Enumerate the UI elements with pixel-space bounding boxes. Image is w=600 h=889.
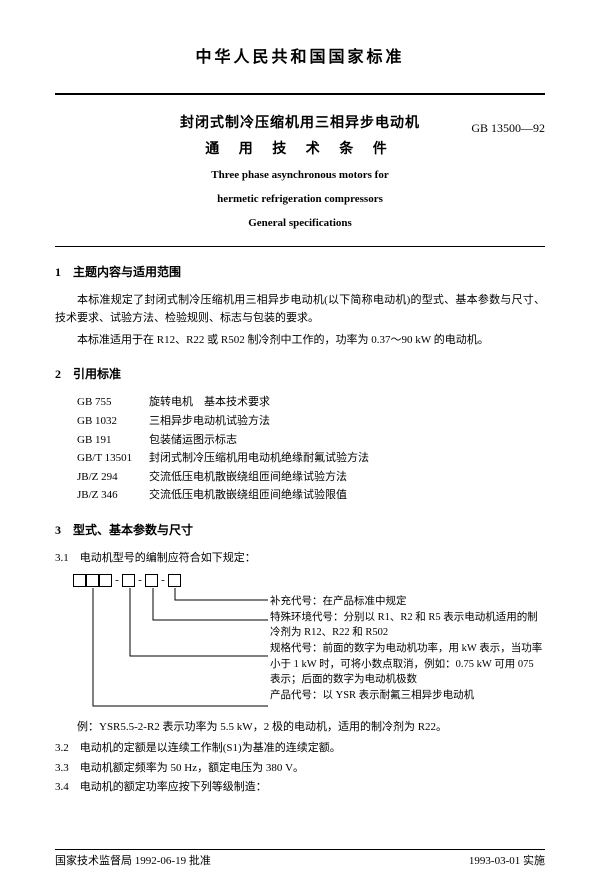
box-2 <box>86 574 99 587</box>
section-1-para-1: 本标准规定了封闭式制冷压缩机用三相异步电动机(以下简称电动机)的型式、基本参数与… <box>55 292 545 327</box>
ref-row: GB/T 13501封闭式制冷压缩机用电动机绝缘耐氟试验方法 <box>77 450 545 468</box>
ref-code: JB/Z 346 <box>77 487 149 505</box>
box-5 <box>145 574 158 587</box>
box-3 <box>99 574 112 587</box>
ref-code: JB/Z 294 <box>77 469 149 487</box>
ref-row: GB 1032三相异步电动机试验方法 <box>77 413 545 431</box>
ref-title: 封闭式制冷压缩机用电动机绝缘耐氟试验方法 <box>149 452 369 464</box>
nation-title: 中华人民共和国国家标准 <box>55 45 545 71</box>
bracket-label-4: 产品代号：以 YSR 表示耐氟三相异步电动机 <box>270 688 545 703</box>
ref-title: 旋转电机 基本技术要求 <box>149 396 270 408</box>
model-code-diagram: --- 补充代号：在产品标准中规定 特殊环境代号：分别以 R1、R2 和 R5 … <box>55 574 545 719</box>
title-cn-line2: 通 用 技 术 条 件 <box>55 139 545 161</box>
subsection-3-4: 3.4 电动机的额定功率应按下列等级制造： <box>55 779 545 797</box>
ref-title: 包装储运图示标志 <box>149 434 237 446</box>
section-3-heading: 3 型式、基本参数与尺寸 <box>55 521 545 540</box>
subsection-3-1: 3.1 电动机型号的编制应符合如下规定： <box>55 550 545 568</box>
header-block: 封闭式制冷压缩机用三相异步电动机 通 用 技 术 条 件 Three phase… <box>55 113 545 233</box>
box-1 <box>73 574 86 587</box>
footer-effective: 1993-03-01 实施 <box>469 853 545 871</box>
dash: - <box>135 574 145 587</box>
ref-row: JB/Z 346交流低压电机散嵌绕组匝间绝缘试验限值 <box>77 487 545 505</box>
ref-code: GB 755 <box>77 394 149 412</box>
bracket-labels: 补充代号：在产品标准中规定 特殊环境代号：分别以 R1、R2 和 R5 表示电动… <box>270 594 545 705</box>
box-6 <box>168 574 181 587</box>
dash: - <box>112 574 122 587</box>
bracket-label-1: 补充代号：在产品标准中规定 <box>270 594 545 609</box>
ref-title: 交流低压电机散嵌绕组匝间绝缘试验限值 <box>149 489 347 501</box>
reference-list: GB 755旋转电机 基本技术要求 GB 1032三相异步电动机试验方法 GB … <box>77 394 545 505</box>
box-4 <box>122 574 135 587</box>
title-en-3: General specifications <box>55 215 545 233</box>
footer: 国家技术监督局 1992-06-19 批准 1993-03-01 实施 <box>55 849 545 871</box>
ref-row: GB 191包装储运图示标志 <box>77 432 545 450</box>
subsection-3-2: 3.2 电动机的定额是以连续工作制(S1)为基准的连续定额。 <box>55 740 545 758</box>
bracket-lines-icon <box>73 588 273 718</box>
ref-code: GB 1032 <box>77 413 149 431</box>
footer-approval: 国家技术监督局 1992-06-19 批准 <box>55 853 211 871</box>
section-2-heading: 2 引用标准 <box>55 365 545 384</box>
section-1-para-2: 本标准适用于在 R12、R22 或 R502 制冷剂中工作的，功率为 0.37～… <box>55 332 545 350</box>
bracket-label-2: 特殊环境代号：分别以 R1、R2 和 R5 表示电动机适用的制冷剂为 R12、R… <box>270 610 545 640</box>
rule-top <box>55 93 545 95</box>
example-line: 例：YSR5.5-2-R2 表示功率为 5.5 kW，2 极的电动机，适用的制冷… <box>55 719 545 737</box>
ref-title: 交流低压电机散嵌绕组匝间绝缘试验方法 <box>149 471 347 483</box>
ref-code: GB/T 13501 <box>77 450 149 468</box>
ref-row: JB/Z 294交流低压电机散嵌绕组匝间绝缘试验方法 <box>77 469 545 487</box>
standard-code: GB 13500—92 <box>471 119 545 138</box>
title-en-2: hermetic refrigeration compressors <box>55 191 545 209</box>
section-1-heading: 1 主题内容与适用范围 <box>55 263 545 282</box>
bracket-label-3: 规格代号：前面的数字为电动机功率，用 kW 表示，当功率小于 1 kW 时，可将… <box>270 641 545 687</box>
ref-code: GB 191 <box>77 432 149 450</box>
title-en-1: Three phase asynchronous motors for <box>55 167 545 185</box>
ref-row: GB 755旋转电机 基本技术要求 <box>77 394 545 412</box>
rule-mid <box>55 246 545 247</box>
dash: - <box>158 574 168 587</box>
ref-title: 三相异步电动机试验方法 <box>149 415 270 427</box>
subsection-3-3: 3.3 电动机额定频率为 50 Hz，额定电压为 380 V。 <box>55 760 545 778</box>
